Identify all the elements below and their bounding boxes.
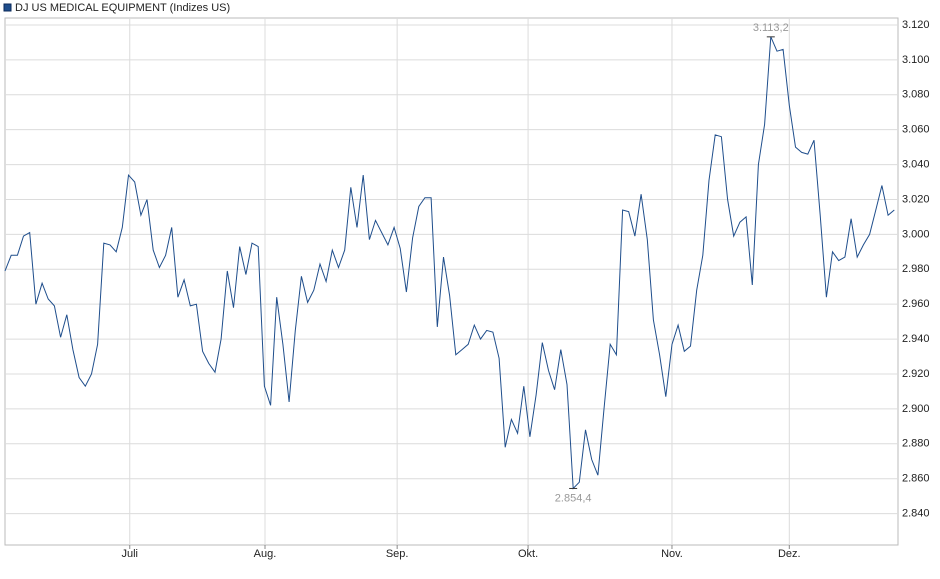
plot-area [4,17,899,546]
y-tick-label: 2.920 [902,368,930,380]
y-tick-label: 2.900 [902,403,930,415]
y-tick-label: 2.880 [902,438,930,450]
y-tick-label: 3.120 [902,19,930,31]
extreme-label: 3.113,2 [753,22,789,34]
extreme-label: 2.854,4 [555,492,592,504]
x-tick-label: Nov. [661,548,683,560]
y-tick-label: 3.000 [902,228,930,240]
price-line [4,36,895,490]
legend-swatch [3,3,12,12]
x-tick-label: Juli [121,548,138,560]
y-tick-label: 2.860 [902,473,930,485]
x-tick-label: Sep. [386,548,409,560]
y-tick-label: 2.980 [902,263,930,275]
y-tick-label: 3.040 [902,158,930,170]
x-tick-label: Okt. [518,548,538,560]
y-tick-label: 3.080 [902,89,930,101]
x-tick-label: Dez. [778,548,801,560]
x-tick-label: Aug. [254,548,277,560]
y-tick-label: 2.960 [902,298,930,310]
y-tick-label: 3.100 [902,54,930,66]
y-tick-label: 2.940 [902,333,930,345]
y-tick-label: 2.840 [902,507,930,519]
y-tick-label: 3.060 [902,124,930,136]
y-tick-label: 3.020 [902,193,930,205]
legend-label: DJ US MEDICAL EQUIPMENT (Indizes US) [15,2,230,14]
